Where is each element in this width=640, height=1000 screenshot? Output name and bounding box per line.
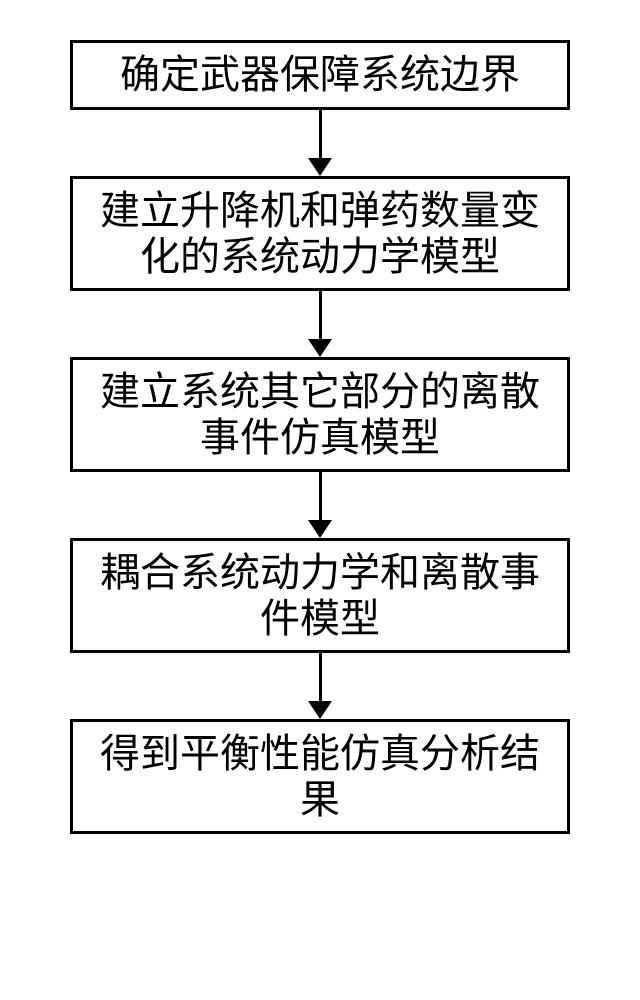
node-label: 耦合系统动力学和离散事件模型 (81, 550, 559, 642)
arrow-shaft (319, 472, 322, 520)
arrow-shaft (319, 110, 322, 158)
node-label: 得到平衡性能仿真分析结果 (81, 731, 559, 823)
arrow-head-icon (308, 520, 332, 538)
arrow-head-icon (308, 158, 332, 176)
arrow (308, 653, 332, 719)
node-label: 确定武器保障系统边界 (120, 52, 520, 98)
node-label: 建立升降机和弹药数量变化的系统动力学模型 (81, 188, 559, 280)
arrow-shaft (319, 653, 322, 701)
arrow (308, 472, 332, 538)
flow-node-dynamics-model: 建立升降机和弹药数量变化的系统动力学模型 (70, 176, 570, 291)
node-label: 建立系统其它部分的离散事件仿真模型 (81, 369, 559, 461)
arrow (308, 110, 332, 176)
flow-node-discrete-event-model: 建立系统其它部分的离散事件仿真模型 (70, 357, 570, 472)
arrow-shaft (319, 291, 322, 339)
flow-node-define-boundary: 确定武器保障系统边界 (70, 40, 570, 110)
flow-node-result: 得到平衡性能仿真分析结果 (70, 719, 570, 834)
arrow (308, 291, 332, 357)
arrow-head-icon (308, 339, 332, 357)
flowchart-container: 确定武器保障系统边界 建立升降机和弹药数量变化的系统动力学模型 建立系统其它部分… (0, 0, 640, 834)
arrow-head-icon (308, 701, 332, 719)
flow-node-coupling: 耦合系统动力学和离散事件模型 (70, 538, 570, 653)
